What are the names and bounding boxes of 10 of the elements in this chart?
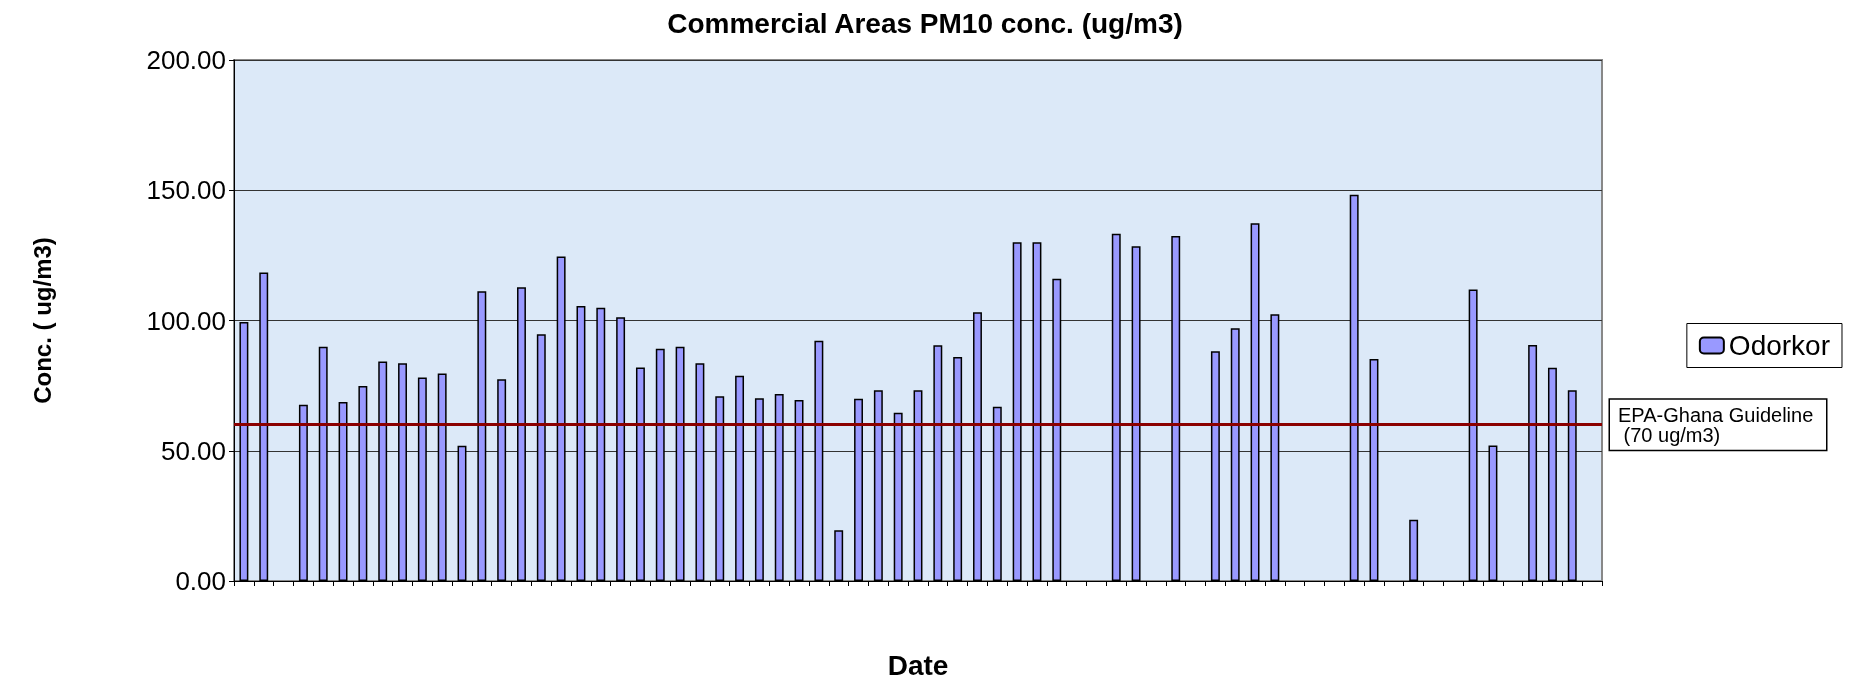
y-axis-title: Conc. ( ug/m3) [28,237,56,404]
chart-title: Commercial Areas PM10 conc. (ug/m3) [667,7,1183,39]
legend-label: Odorkor [1728,330,1831,361]
x-axis-title: Date [887,649,949,681]
y-tick-label: 150.00 [146,175,226,206]
y-tick-label: 100.00 [146,305,226,336]
y-tick-label: 0.00 [175,566,226,596]
y-tick-label: 200.00 [146,45,226,75]
ref-line-label: EPA-Ghana Guideline (70 ug/m3) [1618,403,1814,446]
y-tick-label: 50.00 [160,435,226,466]
